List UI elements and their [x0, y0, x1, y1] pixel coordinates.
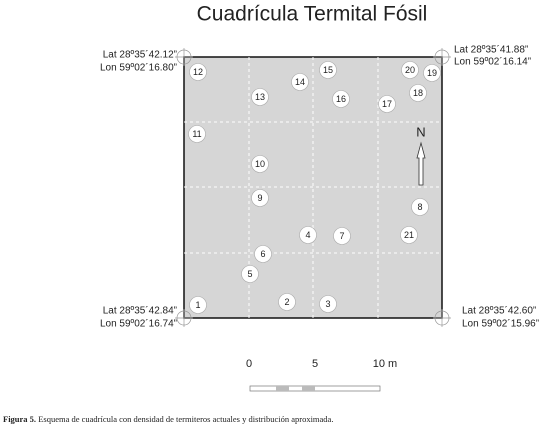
- termite-mound: 18: [409, 84, 427, 102]
- mound-label: 18: [413, 88, 423, 98]
- mound-label: 3: [325, 299, 330, 309]
- scale-label: 0: [246, 358, 252, 370]
- mound-circle: [332, 90, 350, 108]
- mound-label: 15: [323, 65, 333, 75]
- mound-circle: [278, 293, 296, 311]
- termite-mound: 12: [189, 63, 207, 81]
- mound-label: 17: [382, 99, 392, 109]
- termite-mound: 16: [332, 90, 350, 108]
- caption: Figura 5. Esquema de cuadrícula con dens…: [3, 414, 333, 424]
- mound-circle: [251, 88, 269, 106]
- termite-mound: 17: [378, 95, 396, 113]
- termite-mound: 21: [400, 226, 418, 244]
- termite-mound: 4: [299, 226, 317, 244]
- corner-lat: Lat 28º35´42.60”: [462, 305, 536, 317]
- termite-mound: 15: [319, 61, 337, 79]
- termite-mound: 2: [278, 293, 296, 311]
- corner-lon: Lon 59º02´16.14”: [454, 56, 531, 68]
- mound-circle: [401, 61, 419, 79]
- mound-label: 13: [255, 92, 265, 102]
- corner-lon: Lon 59º02´16.74”: [100, 318, 177, 330]
- mound-circle: [378, 95, 396, 113]
- corner-lon: Lon 59º02´15.96”: [462, 318, 539, 330]
- termite-mound: 3: [319, 295, 337, 313]
- scale-label: 5: [312, 358, 318, 370]
- north-label: N: [416, 124, 425, 139]
- mound-circle: [333, 227, 351, 245]
- caption-text: Esquema de cuadrícula con densidad de te…: [38, 414, 333, 424]
- mound-circle: [319, 61, 337, 79]
- corner-lon: Lon 59º02´16.80”: [100, 62, 177, 74]
- mound-label: 19: [427, 68, 437, 78]
- mound-label: 9: [257, 193, 262, 203]
- title: Cuadrícula Termital Fósil: [197, 3, 428, 26]
- mound-label: 7: [339, 231, 344, 241]
- north-arrow: N: [416, 124, 426, 186]
- mound-circle: [409, 84, 427, 102]
- mound-circle: [411, 198, 429, 216]
- termite-mound: 7: [333, 227, 351, 245]
- corner-markers: [175, 48, 451, 327]
- mound-label: 2: [284, 297, 289, 307]
- mound-circle: [241, 265, 259, 283]
- corner-lat: Lat 28º35´41.88”: [454, 44, 528, 56]
- mound-circle: [254, 245, 272, 263]
- termite-mound: 8: [411, 198, 429, 216]
- mound-circle: [188, 125, 206, 143]
- termite-mound: 19: [423, 64, 441, 82]
- termite-mound: 14: [291, 73, 309, 91]
- mound-label: 14: [295, 77, 305, 87]
- mound-circle: [189, 63, 207, 81]
- mound-circle: [319, 295, 337, 313]
- termite-mound: 9: [251, 189, 269, 207]
- caption-label: Figura 5.: [3, 414, 36, 424]
- mound-circle: [400, 226, 418, 244]
- termite-mound: 5: [241, 265, 259, 283]
- termite-mound: 13: [251, 88, 269, 106]
- corner-lat: Lat 28º35´42.12”: [103, 49, 177, 61]
- mound-circle: [291, 73, 309, 91]
- mound-label: 1: [195, 300, 200, 310]
- termite-mound: 6: [254, 245, 272, 263]
- termite-mound: 1: [189, 296, 207, 314]
- mound-circle: [423, 64, 441, 82]
- mound-circle: [251, 189, 269, 207]
- mound-circle: [299, 226, 317, 244]
- mound-label: 21: [404, 230, 414, 240]
- mound-label: 6: [260, 249, 265, 259]
- termite-mound: 20: [401, 61, 419, 79]
- mound-label: 4: [305, 230, 310, 240]
- mound-label: 8: [417, 202, 422, 212]
- mound-label: 11: [192, 129, 201, 139]
- mound-circle: [189, 296, 207, 314]
- scale-label: 10 m: [373, 358, 397, 370]
- mound-label: 5: [247, 269, 252, 279]
- corner-lat: Lat 28º35´42.84”: [103, 305, 177, 317]
- mound-label: 10: [255, 159, 265, 169]
- mound-label: 20: [405, 65, 415, 75]
- mound-circle: [251, 155, 269, 173]
- scale-bar: 0 5 10 m: [246, 358, 397, 392]
- mound-label: 12: [193, 67, 203, 77]
- termite-mound: 11: [188, 125, 206, 143]
- mound-label: 16: [336, 94, 346, 104]
- termite-mound: 10: [251, 155, 269, 173]
